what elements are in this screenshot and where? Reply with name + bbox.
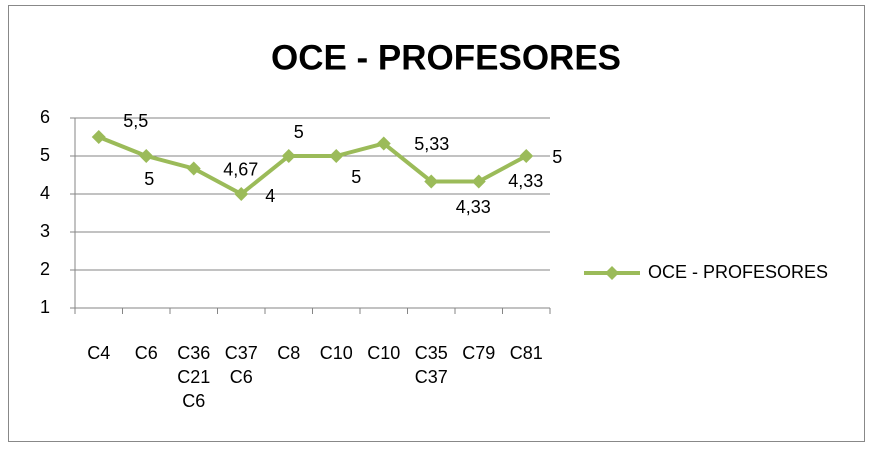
- data-label: 5,33: [414, 134, 449, 154]
- y-tick-label: 5: [40, 145, 50, 165]
- x-tick-label: C81: [510, 343, 543, 363]
- data-label: 4: [265, 186, 275, 206]
- legend-label: OCE - PROFESORES: [648, 262, 828, 282]
- chart-border: [8, 5, 865, 442]
- x-tick-label: C8: [277, 343, 300, 363]
- point-marker: [376, 136, 391, 151]
- x-tick-label: C10: [367, 343, 400, 363]
- y-tick-label: 6: [40, 107, 50, 127]
- x-tick-label: C4: [87, 343, 110, 363]
- y-tick-label: 4: [40, 183, 50, 203]
- series-line: [98, 135, 528, 196]
- x-tick-label: C36 C21 C6: [177, 343, 210, 411]
- data-label: 4,33: [508, 171, 543, 191]
- data-label: 4,33: [456, 197, 491, 217]
- point-marker: [91, 130, 106, 144]
- point-marker: [281, 149, 296, 163]
- y-tick-label: 3: [40, 221, 50, 241]
- x-tick-label: C79: [462, 343, 495, 363]
- point-marker: [519, 149, 534, 163]
- data-label: 5: [144, 169, 154, 189]
- data-label: 5: [552, 147, 562, 167]
- point-marker: [329, 149, 344, 163]
- data-label: 5,5: [123, 111, 148, 131]
- y-tick-label: 1: [40, 297, 50, 317]
- y-tick-label: 2: [40, 259, 50, 279]
- point-marker: [139, 149, 154, 163]
- chart-title: OCE - PROFESORES: [271, 38, 621, 77]
- point-marker: [234, 187, 249, 201]
- point-marker: [471, 174, 486, 189]
- x-tick-label: C35 C37: [415, 343, 448, 387]
- x-tick-label: C10: [320, 343, 353, 363]
- x-tick-label: C6: [135, 343, 158, 363]
- point-marker: [186, 161, 201, 176]
- data-label: 5: [294, 122, 304, 142]
- data-label: 5: [351, 167, 361, 187]
- data-label: 4,67: [223, 159, 258, 179]
- x-tick-label: C37 C6: [225, 343, 258, 387]
- point-marker: [424, 174, 439, 189]
- legend-marker: [605, 266, 619, 280]
